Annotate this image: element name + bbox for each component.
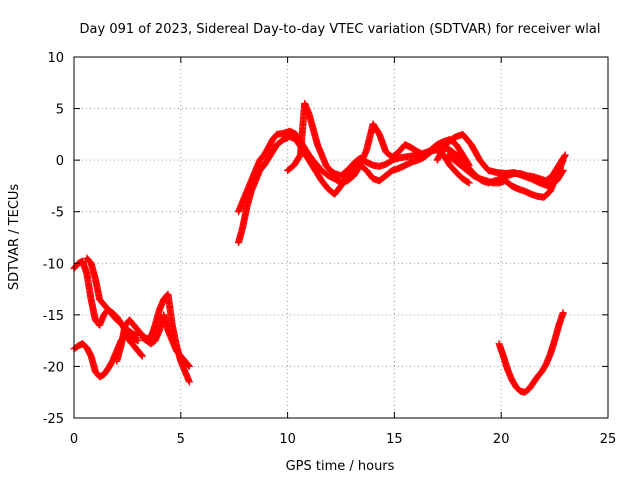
y-axis-label: SDTVAR / TECUs [7, 184, 22, 291]
x-tick-label: 25 [600, 432, 617, 447]
data-point-marker [134, 337, 142, 345]
data-point-marker [559, 166, 567, 174]
series-track-j [433, 130, 567, 190]
x-tick-label: 10 [279, 432, 296, 447]
x-axis-label: GPS time / hours [286, 459, 395, 474]
chart-title: Day 091 of 2023, Sidereal Day-to-day VTE… [80, 22, 601, 37]
axis-ticks: 0 5 10 15 20 25 -25 -20 -15 -10 -5 0 5 10 [43, 51, 617, 447]
y-tick-label: -25 [43, 412, 64, 427]
data-point-marker [465, 179, 473, 187]
data-point-marker [185, 378, 193, 386]
data-point-marker [464, 178, 472, 186]
x-tick-label: 20 [493, 432, 510, 447]
y-tick-label: -5 [51, 206, 64, 221]
series-track-i [444, 151, 567, 201]
series-track-a [70, 257, 142, 339]
series-track-b [83, 254, 142, 345]
y-tick-label: -15 [43, 309, 64, 324]
grid [74, 57, 608, 418]
data-point-marker [561, 151, 569, 159]
y-tick-label: 5 [56, 103, 64, 118]
x-tick-label: 0 [70, 432, 78, 447]
data-point-marker [185, 362, 193, 370]
y-tick-label: 10 [47, 51, 64, 66]
data-point-marker [138, 352, 146, 360]
series-layer [70, 99, 569, 396]
x-tick-label: 5 [177, 432, 185, 447]
y-tick-label: -20 [43, 360, 64, 375]
y-tick-label: 0 [56, 154, 64, 169]
x-tick-label: 15 [386, 432, 403, 447]
y-tick-label: -10 [43, 257, 64, 272]
data-point-marker [184, 361, 192, 369]
data-point-marker [559, 309, 567, 317]
data-point-marker [559, 156, 567, 164]
data-point-marker [558, 168, 566, 176]
data-point-marker [561, 152, 569, 160]
data-point-marker [137, 351, 145, 359]
series-track-k [495, 309, 567, 396]
series-track-e [138, 311, 193, 370]
plot-frame [73, 56, 609, 419]
